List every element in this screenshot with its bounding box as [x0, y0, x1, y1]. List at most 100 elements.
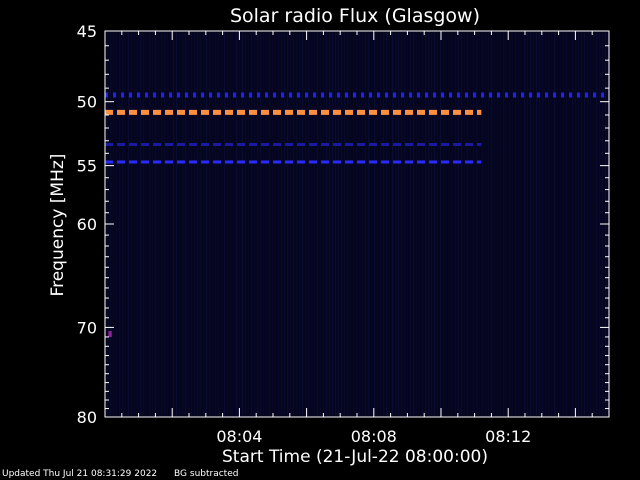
noise-streak — [374, 33, 376, 415]
noise-streak — [326, 33, 328, 415]
noise-streak — [224, 33, 226, 415]
noise-streak — [257, 33, 259, 415]
noise-streak — [455, 33, 457, 415]
background-note: BG subtracted — [174, 469, 239, 479]
noise-streak — [506, 33, 508, 415]
noise-streak — [233, 33, 235, 415]
noise-streak — [212, 33, 214, 415]
noise-streak — [239, 33, 241, 415]
x-axis-label: Start Time (21-Jul-22 08:00:00) — [222, 447, 488, 467]
noise-streak — [125, 33, 127, 415]
noise-streak — [143, 33, 145, 415]
noise-streak — [473, 33, 475, 415]
y-tick-label: 60 — [77, 215, 97, 234]
noise-streak — [410, 33, 412, 415]
noise-streak — [203, 33, 205, 415]
noise-streak — [134, 33, 136, 415]
noise-streak — [521, 33, 523, 415]
noise-streak — [407, 33, 409, 415]
noise-streak — [146, 33, 148, 415]
noise-streak — [578, 33, 580, 415]
noise-streak — [527, 33, 529, 415]
noise-streak — [566, 33, 568, 415]
noise-streak — [497, 33, 499, 415]
noise-streak — [251, 33, 253, 415]
noise-streak — [422, 33, 424, 415]
axes: 08:04 08:08 08:12 45 50 55 60 70 80 — [77, 22, 610, 446]
noise-streak — [476, 33, 478, 415]
noise-streak — [155, 33, 157, 415]
y-tick-label: 70 — [77, 318, 97, 337]
noise-streak — [467, 33, 469, 415]
noise-streak — [371, 33, 373, 415]
noise-streak — [179, 33, 181, 415]
noise-streak — [413, 33, 415, 415]
noise-streak — [428, 33, 430, 415]
y-tick-label: 80 — [77, 408, 97, 427]
noise-streak — [299, 33, 301, 415]
noise-streak — [188, 33, 190, 415]
noise-streak — [491, 33, 493, 415]
noise-streak — [341, 33, 343, 415]
noise-streak — [458, 33, 460, 415]
y-tick-label: 45 — [77, 22, 97, 41]
noise-streak — [587, 33, 589, 415]
noise-streak — [599, 33, 601, 415]
noise-streak — [209, 33, 211, 415]
noise-streak — [191, 33, 193, 415]
noise-streak — [287, 33, 289, 415]
noise-streak — [245, 33, 247, 415]
noise-streak — [548, 33, 550, 415]
noise-streak — [173, 33, 175, 415]
noise-streak — [551, 33, 553, 415]
noise-streak — [182, 33, 184, 415]
noise-streak — [569, 33, 571, 415]
noise-streak — [284, 33, 286, 415]
noise-streak — [440, 33, 442, 415]
noise-streak — [206, 33, 208, 415]
noise-streak — [461, 33, 463, 415]
noise-streak — [308, 33, 310, 415]
noise-streak — [137, 33, 139, 415]
plot-area — [105, 31, 610, 417]
noise-streak — [128, 33, 130, 415]
noise-streak — [500, 33, 502, 415]
noise-streak — [353, 33, 355, 415]
noise-streak — [557, 33, 559, 415]
noise-streak — [167, 33, 169, 415]
noise-streak — [221, 33, 223, 415]
noise-streak — [152, 33, 154, 415]
noise-streak — [434, 33, 436, 415]
noise-streak — [260, 33, 262, 415]
chart-title: Solar radio Flux (Glasgow) — [230, 5, 480, 27]
noise-streak — [377, 33, 379, 415]
noise-streak — [317, 33, 319, 415]
noise-streak — [218, 33, 220, 415]
noise-streak — [185, 33, 187, 415]
noise-streak — [197, 33, 199, 415]
noise-streak — [389, 33, 391, 415]
noise-streak — [335, 33, 337, 415]
noise-streak — [443, 33, 445, 415]
noise-streak — [200, 33, 202, 415]
noise-streak — [563, 33, 565, 415]
noise-streak — [164, 33, 166, 415]
noise-streak — [512, 33, 514, 415]
noise-streak — [446, 33, 448, 415]
noise-streak — [278, 33, 280, 415]
noise-streak — [263, 33, 265, 415]
noise-streak — [554, 33, 556, 415]
noise-streak — [437, 33, 439, 415]
noise-streak — [158, 33, 160, 415]
noise-streak — [503, 33, 505, 415]
updated-timestamp: Updated Thu Jul 21 08:31:29 2022 — [2, 469, 158, 479]
noise-streak — [170, 33, 172, 415]
noise-streak — [485, 33, 487, 415]
noise-streak — [272, 33, 274, 415]
noise-streak — [359, 33, 361, 415]
noise-streak — [320, 33, 322, 415]
noise-streak — [593, 33, 595, 415]
noise-streak — [545, 33, 547, 415]
noise-streak — [575, 33, 577, 415]
